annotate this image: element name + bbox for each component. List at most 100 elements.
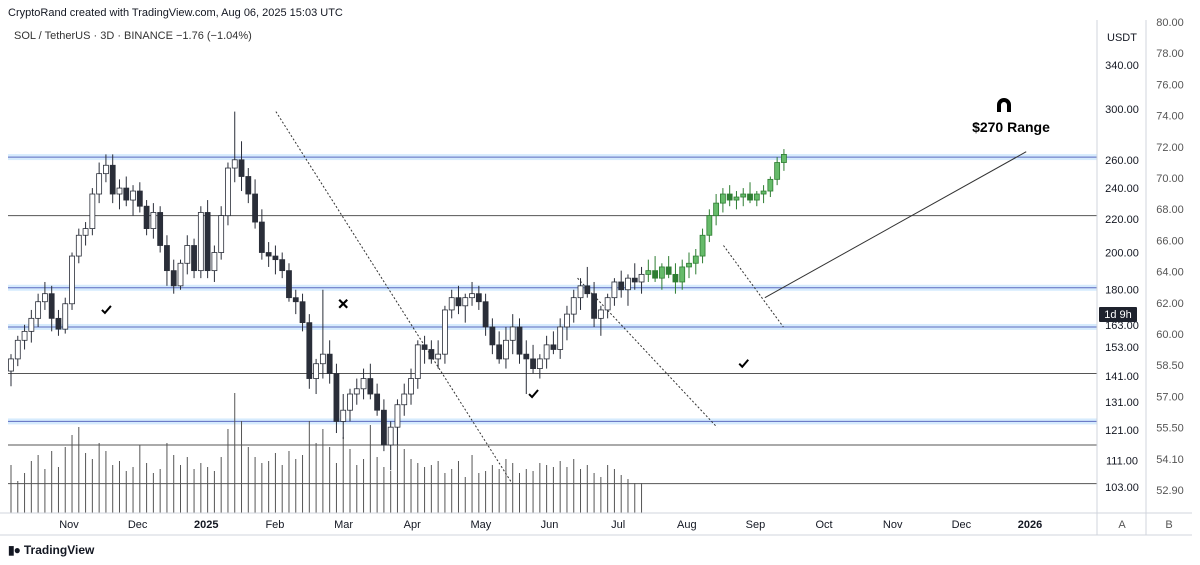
candle-body xyxy=(14,339,21,360)
time-tick-label: Oct xyxy=(816,519,833,531)
price-unit-label: USDT xyxy=(1107,32,1137,44)
secondary-tick-label: 57.00 xyxy=(1156,391,1184,403)
candle-body xyxy=(448,297,455,311)
secondary-tick-label: 64.00 xyxy=(1156,267,1184,279)
trendline xyxy=(764,151,1027,299)
candle-body xyxy=(496,344,503,360)
candle-body xyxy=(387,426,394,446)
candle-body xyxy=(781,154,787,163)
candle-body xyxy=(306,322,313,379)
candle-body xyxy=(225,167,231,217)
candle-body xyxy=(570,297,577,315)
secondary-tick-label: 58.50 xyxy=(1156,360,1184,372)
candle-body xyxy=(299,301,306,324)
candle-body xyxy=(313,363,320,379)
candle-body xyxy=(279,259,286,272)
candle-body xyxy=(143,205,150,229)
candle-body xyxy=(116,187,123,195)
candle-body xyxy=(645,270,652,275)
countdown-badge: 1d 9h xyxy=(1099,307,1137,322)
secondary-tick-label: 52.90 xyxy=(1156,485,1184,497)
candle-body xyxy=(326,353,333,374)
time-tick-label: Dec xyxy=(128,519,148,531)
candle-body xyxy=(109,164,116,195)
tradingview-logo[interactable]: ▮● TradingView xyxy=(8,543,94,557)
candle-body xyxy=(170,270,177,287)
price-tick-label: 200.00 xyxy=(1105,248,1139,260)
time-tick-label: Nov xyxy=(883,519,903,531)
candle-body xyxy=(421,344,428,350)
secondary-tick-label: 80.00 xyxy=(1156,17,1184,29)
candle-body xyxy=(591,293,597,319)
trendline xyxy=(577,277,718,428)
candle-body xyxy=(258,221,265,253)
candle-body xyxy=(75,234,82,257)
auto-scale-button[interactable]: A xyxy=(1118,519,1126,531)
price-tick-label: 103.00 xyxy=(1105,482,1139,494)
secondary-tick-label: 70.00 xyxy=(1156,173,1184,185)
candle-body xyxy=(713,202,720,217)
candle-body xyxy=(374,393,381,411)
candle-body xyxy=(733,196,740,201)
trendline xyxy=(275,111,513,484)
candle-body xyxy=(604,297,611,311)
candle-body xyxy=(503,339,509,360)
candle-body xyxy=(231,159,238,169)
secondary-tick-label: 66.00 xyxy=(1156,235,1184,247)
candle-body xyxy=(469,293,475,299)
candle-body xyxy=(625,277,631,291)
candle-body xyxy=(577,285,584,299)
candle-body xyxy=(150,212,157,229)
candle-body xyxy=(48,293,55,319)
secondary-axis: 80.00 78.00 76.00 74.00 72.00 70.00 68.00 66.00… xyxy=(1156,17,1184,497)
candle-body xyxy=(96,173,103,195)
candle-body xyxy=(184,245,191,264)
candle-body xyxy=(55,317,62,330)
candle-body xyxy=(509,326,516,341)
candle-body xyxy=(103,164,109,175)
candle-body xyxy=(319,353,326,365)
candle-body xyxy=(401,393,408,406)
candle-body xyxy=(245,176,252,195)
candle-body xyxy=(89,193,96,229)
candle-body xyxy=(557,326,564,350)
candle-body xyxy=(455,297,462,307)
candle-body xyxy=(42,293,48,303)
candle-body xyxy=(638,273,645,283)
check-marker xyxy=(528,389,539,399)
candle-body xyxy=(516,326,523,355)
time-tick-label: May xyxy=(470,519,491,531)
secondary-tick-label: 60.00 xyxy=(1156,329,1184,341)
secondary-tick-label: 76.00 xyxy=(1156,79,1184,91)
x-marker xyxy=(338,298,348,309)
price-tick-label: 340.00 xyxy=(1105,60,1139,72)
tradingview-brand-label: TradingView xyxy=(23,543,95,557)
candle-body xyxy=(482,301,489,328)
candle-body xyxy=(536,358,543,369)
time-tick-label: Jul xyxy=(611,519,625,531)
check-marker xyxy=(738,359,749,369)
time-tick-label: Apr xyxy=(404,519,421,531)
candle-body xyxy=(136,190,143,207)
candle-body xyxy=(543,344,550,360)
secondary-tick-label: 54.10 xyxy=(1156,454,1184,466)
price-tick-label: 153.00 xyxy=(1105,342,1139,354)
candle-body xyxy=(489,326,496,346)
price-tick-label: 240.00 xyxy=(1105,183,1139,195)
candle-body xyxy=(157,212,164,246)
candle-body xyxy=(238,159,245,177)
candle-body xyxy=(523,353,530,360)
candle-body xyxy=(21,330,28,341)
candle-body xyxy=(652,270,658,279)
price-tick-label: 180.00 xyxy=(1105,285,1139,297)
candle-body xyxy=(686,262,692,268)
candle-body xyxy=(720,193,726,204)
candle-body xyxy=(435,353,442,360)
candle-body xyxy=(692,255,699,264)
symbol-legend: SOL / TetherUS · 3D · BINANCE −1.76 (−1.… xyxy=(14,30,252,42)
price-tick-label: 141.00 xyxy=(1105,371,1139,383)
log-scale-button[interactable]: B xyxy=(1165,519,1172,531)
candle-body xyxy=(699,234,706,257)
candle-body xyxy=(380,409,387,446)
